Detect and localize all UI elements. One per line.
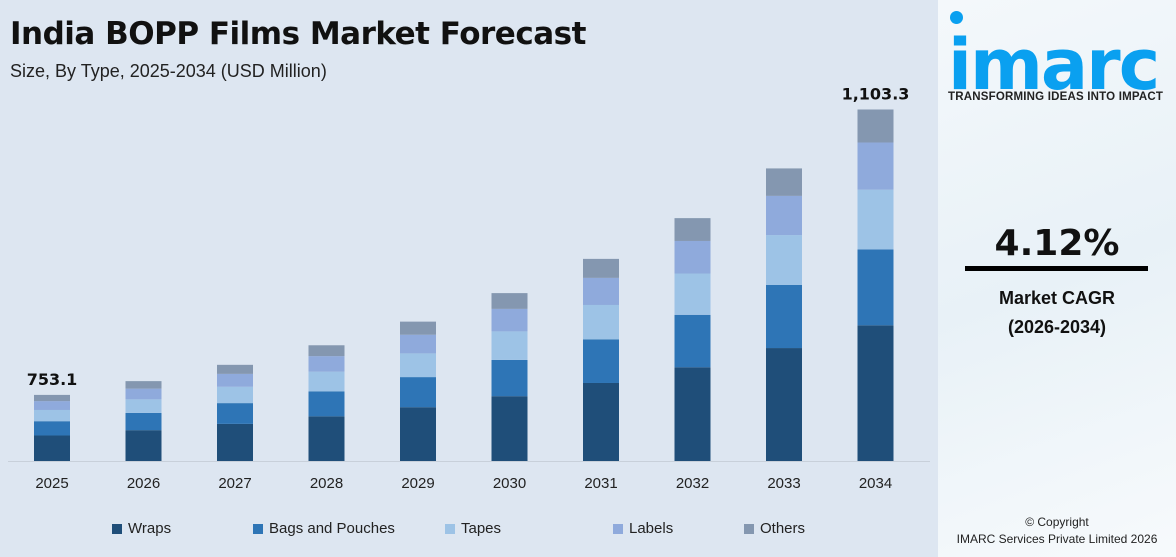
- bar-segment-others-2031: [583, 258, 619, 278]
- bar-segment-others-2029: [400, 321, 436, 335]
- side-panel: imarc TRANSFORMING IDEAS INTO IMPACT 4.1…: [938, 0, 1176, 557]
- data-label: 753.1: [27, 370, 78, 389]
- cagr-label: Market CAGR (2026-2034): [938, 284, 1176, 342]
- bar-segment-others-2034: [857, 109, 894, 143]
- legend-label: Wraps: [128, 520, 172, 537]
- bar-segment-others-2026: [125, 381, 162, 389]
- bar-segment-wraps-2026: [125, 430, 162, 461]
- bar-segment-bags-and-pouches-2031: [583, 339, 619, 383]
- bar-segment-labels-2028: [308, 356, 345, 372]
- stacked-bar-chart: 2025 753.1 2026 2027 2028 2029 2030 2031 2032 203…: [8, 84, 930, 492]
- bar-segment-bags-and-pouches-2033: [766, 284, 802, 349]
- cagr-period: (2026-2034): [1007, 317, 1107, 337]
- bar-segment-tapes-2027: [217, 386, 253, 404]
- legend-item: Others: [744, 520, 805, 537]
- bar-segment-tapes-2029: [400, 353, 436, 378]
- imarc-logo: imarc: [948, 24, 1160, 106]
- logo-tagline: TRANSFORMING IDEAS INTO IMPACT: [948, 91, 1164, 103]
- legend-item: Wraps: [112, 520, 171, 537]
- bar-segment-others-2030: [491, 293, 528, 309]
- bar-segment-wraps-2029: [400, 407, 436, 461]
- legend-item: Tapes: [445, 520, 501, 537]
- bar-segment-wraps-2028: [308, 416, 345, 461]
- x-tick-label: 2025: [35, 475, 68, 492]
- legend-label: Others: [760, 520, 806, 537]
- x-tick-label: 2031: [584, 475, 617, 492]
- bar-segment-labels-2034: [857, 142, 894, 190]
- bar-segment-bags-and-pouches-2028: [308, 391, 345, 417]
- cagr-label-text: Market CAGR: [998, 288, 1116, 308]
- bar-segment-tapes-2025: [34, 409, 70, 422]
- legend-item: Bags and Pouches: [253, 520, 395, 537]
- company-name: IMARC Services Private Limited 2026: [956, 532, 1158, 546]
- bar-segment-tapes-2032: [674, 273, 711, 315]
- legend-swatch: [253, 523, 263, 534]
- legend-label: Bags and Pouches: [269, 520, 395, 537]
- copyright-text: © Copyright: [1025, 515, 1089, 529]
- divider: [965, 266, 1148, 271]
- bar-segment-tapes-2026: [125, 399, 162, 413]
- copyright: © Copyright IMARC Services Private Limit…: [938, 514, 1176, 548]
- bar-segment-tapes-2028: [308, 371, 345, 392]
- legend-item: Labels: [613, 520, 673, 537]
- bar-segment-tapes-2030: [491, 331, 528, 360]
- bar-segment-wraps-2025: [34, 435, 70, 461]
- legend-swatch: [613, 523, 623, 534]
- bar-segment-labels-2031: [583, 277, 619, 305]
- legend-label: Tapes: [461, 520, 502, 537]
- bar-segment-bags-and-pouches-2025: [34, 421, 70, 436]
- bar-segment-wraps-2031: [583, 382, 619, 461]
- bar-segment-bags-and-pouches-2032: [674, 314, 711, 368]
- bar-segment-tapes-2034: [857, 189, 894, 250]
- bar-segment-tapes-2033: [766, 235, 802, 285]
- bar-segment-bags-and-pouches-2034: [857, 249, 894, 326]
- data-label: 1,103.3: [842, 84, 910, 103]
- bar-segment-wraps-2034: [857, 325, 894, 461]
- legend-swatch: [744, 523, 754, 534]
- x-tick-label: 2033: [767, 475, 800, 492]
- legend-swatch: [445, 523, 455, 534]
- bar-segment-bags-and-pouches-2026: [125, 412, 162, 431]
- bar-segment-labels-2032: [674, 240, 711, 274]
- x-tick-label: 2028: [310, 475, 343, 492]
- cagr-value: 4.12%: [994, 223, 1120, 264]
- bar-segment-wraps-2032: [674, 367, 711, 461]
- bar-segment-labels-2027: [217, 373, 253, 387]
- x-tick-label: 2026: [127, 475, 160, 492]
- bar-segment-wraps-2027: [217, 423, 253, 461]
- x-tick-label: 2034: [859, 475, 892, 492]
- bar-segment-labels-2025: [34, 401, 70, 410]
- bar-segment-tapes-2031: [583, 304, 619, 340]
- bar-segment-others-2028: [308, 345, 345, 357]
- bar-segment-bags-and-pouches-2029: [400, 377, 436, 408]
- bar-segment-bags-and-pouches-2027: [217, 403, 253, 424]
- bar-segment-labels-2033: [766, 195, 802, 236]
- bar-segment-labels-2026: [125, 388, 162, 400]
- bar-segment-others-2027: [217, 364, 253, 374]
- x-tick-label: 2032: [676, 475, 709, 492]
- bar-segment-labels-2030: [491, 308, 528, 332]
- bar-segment-labels-2029: [400, 334, 436, 354]
- logo-dot: [950, 11, 963, 24]
- chart-title: India BOPP Films Market Forecast: [10, 16, 586, 52]
- legend-label: Labels: [629, 520, 674, 537]
- x-tick-label: 2029: [401, 475, 434, 492]
- bar-segment-others-2025: [34, 394, 70, 402]
- bar-segment-wraps-2033: [766, 348, 802, 461]
- bar-segment-others-2033: [766, 168, 802, 196]
- x-tick-label: 2027: [218, 475, 251, 492]
- x-tick-label: 2030: [493, 475, 526, 492]
- legend-swatch: [112, 523, 122, 534]
- bar-segment-wraps-2030: [491, 396, 528, 461]
- bar-segment-others-2032: [674, 218, 711, 241]
- bar-segment-bags-and-pouches-2030: [491, 359, 528, 397]
- chart-subtitle: Size, By Type, 2025-2034 (USD Million): [10, 61, 327, 81]
